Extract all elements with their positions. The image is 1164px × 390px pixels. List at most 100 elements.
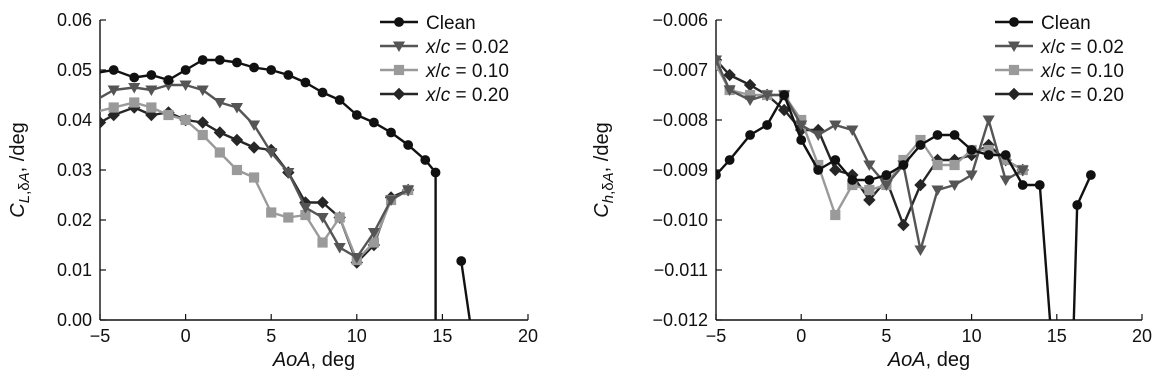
y-tick-label: 0.00 — [57, 310, 92, 330]
x-tick-label: 10 — [347, 326, 367, 346]
data-point-clean — [369, 117, 379, 128]
data-point-x-c-0-02 — [829, 120, 842, 131]
data-point-x-c-0-20 — [213, 126, 227, 139]
data-point-clean — [420, 155, 431, 165]
legend-marker-x-c-0-20 — [1007, 87, 1021, 101]
y-tick-label: −0.011 — [654, 260, 708, 280]
data-point-clean — [898, 160, 909, 170]
data-point-clean — [881, 170, 892, 180]
y-axis-title: Ch,δA, /deg — [591, 122, 617, 217]
data-point-x-c-0-10 — [864, 184, 875, 196]
data-point-x-c-0-10 — [197, 129, 208, 141]
data-point-x-c-0-02 — [761, 90, 774, 101]
data-point-x-c-0-02 — [107, 85, 120, 96]
data-point-x-c-0-10 — [317, 237, 328, 248]
series-line-clean — [100, 58, 437, 320]
legend-label-x-c-0-02: x/c = 0.02 — [1040, 37, 1124, 58]
data-point-x-c-0-02 — [914, 245, 927, 256]
data-point-clean — [847, 175, 858, 185]
data-point-x-c-0-02 — [716, 55, 723, 66]
data-point-x-c-0-02 — [230, 103, 244, 114]
data-point-clean — [1085, 170, 1096, 180]
data-point-clean — [932, 130, 943, 140]
data-point-clean — [779, 90, 790, 100]
data-point-x-c-0-20 — [914, 178, 927, 192]
x-tick-label: 0 — [181, 326, 191, 346]
data-point-clean — [1072, 200, 1083, 210]
legend: Clean x/c = 0.02 x/c = 0.10 x/c = 0.20 — [380, 13, 509, 106]
y-tick-label: 0.01 — [57, 260, 92, 280]
series-clean — [100, 55, 471, 320]
data-point-clean — [1017, 180, 1028, 190]
data-point-x-c-0-10 — [830, 209, 841, 221]
series-x-c-0-02 — [716, 55, 1029, 256]
legend-marker-clean — [394, 17, 404, 27]
data-point-clean — [249, 62, 259, 73]
data-point-x-c-0-02 — [982, 115, 995, 126]
data-point-x-c-0-20 — [316, 196, 329, 209]
data-point-clean — [317, 87, 328, 98]
legend-marker-x-c-0-02 — [1007, 41, 1021, 52]
data-point-x-c-0-02 — [948, 180, 961, 191]
data-point-x-c-0-10 — [146, 102, 157, 113]
y-tick-label: 0.03 — [57, 160, 92, 180]
data-point-x-c-0-20 — [247, 141, 261, 154]
legend-marker-clean — [1009, 17, 1019, 27]
legend-label-x-c-0-10: x/c = 0.10 — [425, 61, 509, 82]
data-point-x-c-0-10 — [334, 212, 345, 223]
data-point-clean — [214, 55, 225, 65]
x-tick-label: −5 — [706, 326, 727, 346]
data-point-clean — [762, 120, 773, 130]
data-point-x-c-0-02 — [367, 228, 380, 239]
data-point-clean — [716, 170, 721, 180]
legend-label-x-c-0-20: x/c = 0.20 — [425, 85, 509, 106]
data-point-clean — [864, 175, 875, 185]
data-point-x-c-0-02 — [812, 130, 825, 141]
data-point-x-c-0-20 — [230, 133, 244, 147]
data-point-clean — [949, 130, 960, 140]
legend-marker-x-c-0-02 — [392, 41, 406, 52]
data-point-clean — [300, 77, 311, 88]
x-tick-label: 20 — [1132, 326, 1152, 346]
x-tick-label: 5 — [266, 326, 276, 346]
legend-marker-x-c-0-10 — [393, 64, 405, 76]
data-point-x-c-0-10 — [163, 109, 174, 121]
data-point-x-c-0-02 — [299, 203, 312, 214]
plot-area — [716, 53, 1096, 320]
y-tick-label: 0.02 — [57, 210, 92, 230]
data-point-clean — [334, 95, 345, 105]
data-point-x-c-0-10 — [231, 164, 243, 176]
y-tick-label: −0.010 — [652, 210, 708, 230]
data-point-clean — [163, 75, 174, 85]
data-point-clean — [146, 70, 157, 80]
data-point-clean — [430, 167, 441, 178]
y-tick-label: −0.008 — [652, 110, 708, 130]
y-tick-label: −0.007 — [652, 60, 708, 80]
data-point-x-c-0-10 — [932, 159, 943, 171]
data-point-clean — [813, 165, 824, 175]
series-x-c-0-02 — [100, 80, 415, 264]
data-point-x-c-0-02 — [402, 185, 415, 196]
data-point-clean — [180, 65, 191, 75]
legend-label-x-c-0-10: x/c = 0.10 — [1040, 61, 1124, 82]
y-tick-label: −0.009 — [652, 160, 708, 180]
data-point-clean — [456, 256, 467, 266]
x-tick-label: 20 — [518, 326, 538, 346]
data-point-x-c-0-02 — [931, 185, 944, 196]
data-point-x-c-0-02 — [213, 98, 226, 109]
data-point-x-c-0-02 — [965, 170, 978, 181]
y-tick-label: 0.06 — [57, 10, 92, 30]
x-axis-title: AoA, deg — [887, 349, 970, 371]
data-point-x-c-0-02 — [333, 243, 346, 254]
y-tick-label: 0.04 — [57, 110, 92, 130]
data-point-x-c-0-02 — [846, 125, 859, 136]
data-point-x-c-0-20 — [196, 116, 209, 129]
data-point-x-c-0-02 — [744, 95, 757, 106]
series-line-extra-clean — [1072, 174, 1092, 320]
data-point-x-c-0-02 — [265, 148, 278, 159]
chart-1: −5 0 5 10 15 20 0.00 0.01 0.02 0.03 0.04 0.05 0.06 Ao… — [7, 10, 538, 371]
data-point-clean — [266, 65, 277, 75]
y-tick-label: 0.05 — [57, 60, 92, 80]
